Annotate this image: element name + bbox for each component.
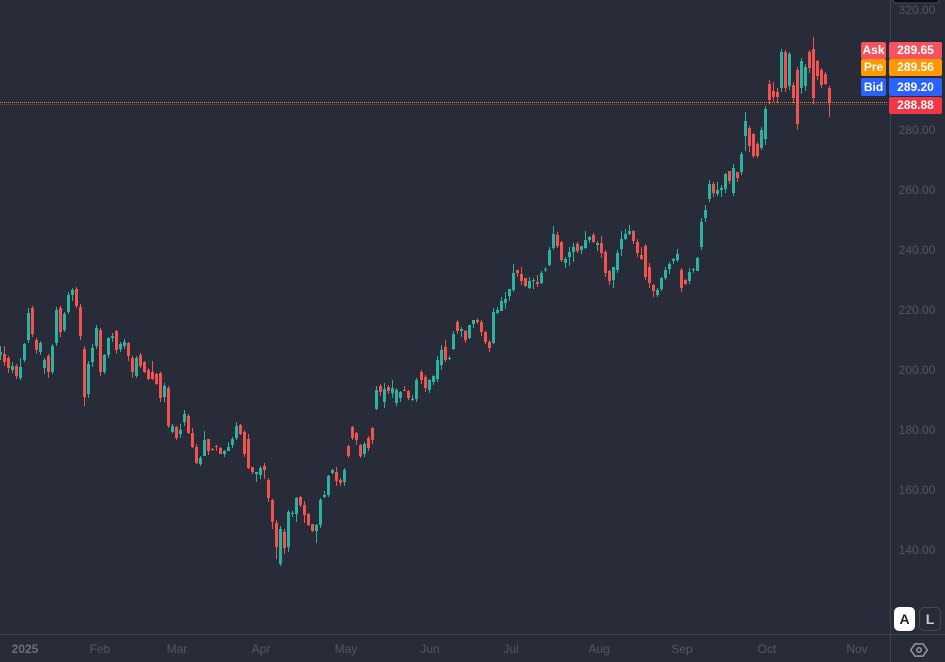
svg-text:140.00: 140.00 xyxy=(899,543,936,557)
svg-text:Jul: Jul xyxy=(503,642,518,656)
svg-text:280.00: 280.00 xyxy=(899,123,936,137)
svg-text:Aug: Aug xyxy=(588,642,609,656)
svg-text:Jun: Jun xyxy=(420,642,439,656)
svg-text:200.00: 200.00 xyxy=(899,363,936,377)
svg-text:Oct: Oct xyxy=(758,642,777,656)
svg-text:220.00: 220.00 xyxy=(899,303,936,317)
svg-text:Apr: Apr xyxy=(252,642,271,656)
svg-text:160.00: 160.00 xyxy=(899,483,936,497)
svg-text:May: May xyxy=(335,642,358,656)
svg-text:Sep: Sep xyxy=(671,642,693,656)
svg-text:260.00: 260.00 xyxy=(899,183,936,197)
svg-text:2025: 2025 xyxy=(12,642,39,656)
svg-text:Mar: Mar xyxy=(167,642,188,656)
svg-text:240.00: 240.00 xyxy=(899,243,936,257)
svg-text:320.00: 320.00 xyxy=(899,3,936,17)
svg-text:Nov: Nov xyxy=(846,642,867,656)
svg-text:180.00: 180.00 xyxy=(899,423,936,437)
svg-text:Feb: Feb xyxy=(90,642,111,656)
